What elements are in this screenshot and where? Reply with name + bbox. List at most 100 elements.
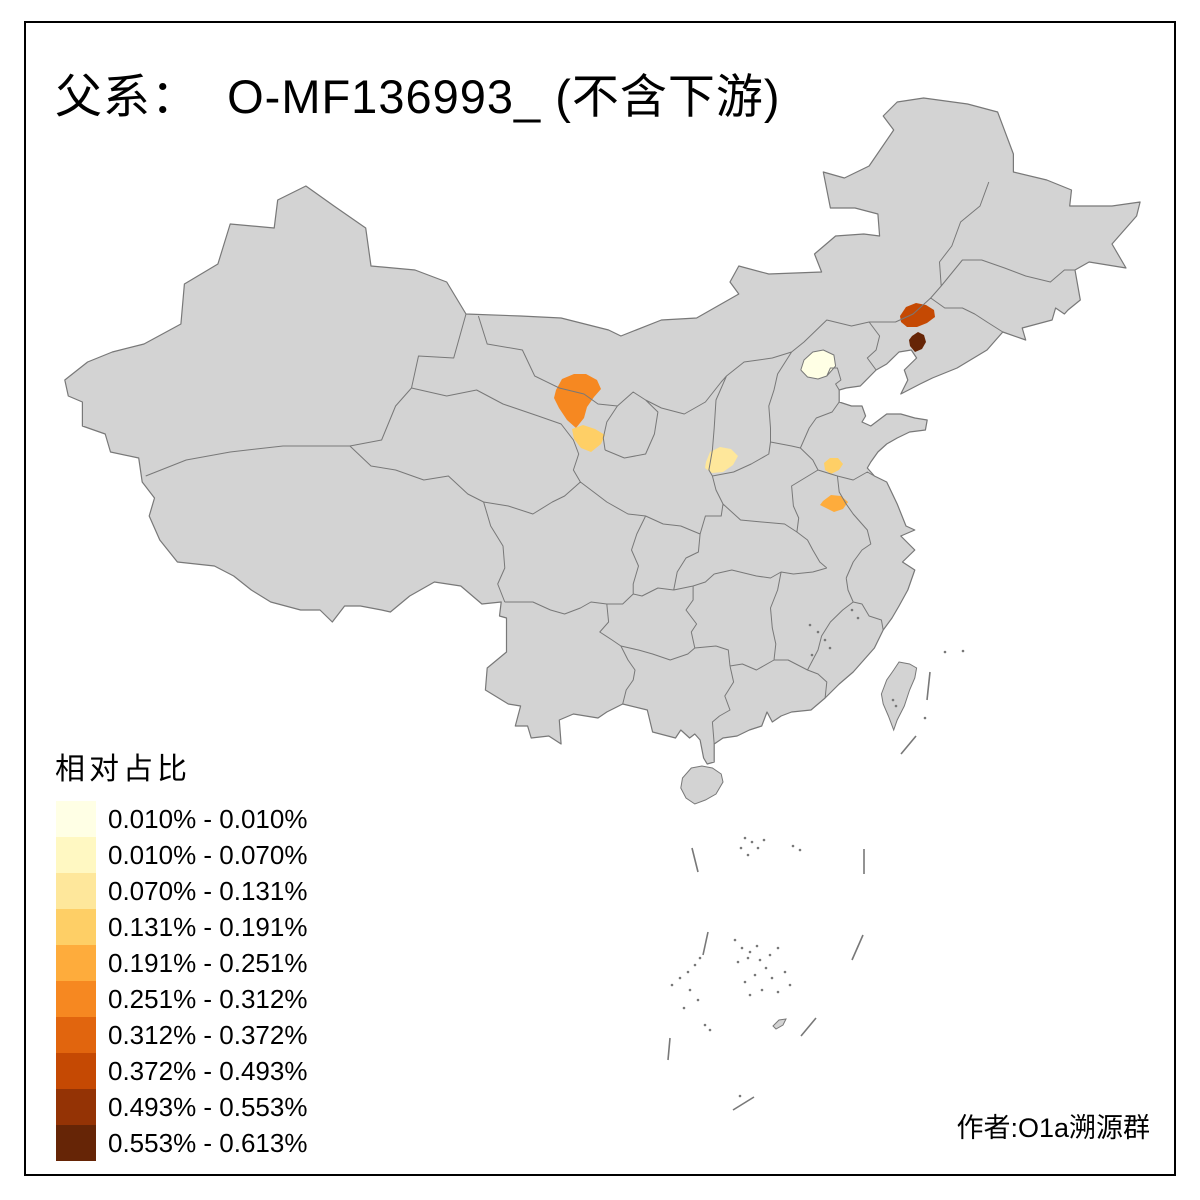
legend-swatch [56, 945, 96, 981]
sea-islet-dot [746, 853, 750, 857]
sea-islet-dot [816, 630, 820, 634]
sea-islet-dot [670, 983, 674, 987]
sea-islet-dot [733, 938, 737, 942]
island-hainan [680, 765, 724, 805]
sea-islet-dot [736, 960, 740, 964]
legend-row: 0.251% - 0.312% [56, 981, 307, 1017]
sea-islet-dot [738, 1094, 742, 1098]
province-borders [145, 181, 1075, 745]
island-spratly-islet [772, 1018, 787, 1030]
sea-islet-dot [776, 990, 780, 994]
legend-row: 0.191% - 0.251% [56, 945, 307, 981]
sea-islet-dot [828, 646, 832, 650]
sea-islet-dot [739, 846, 743, 850]
sea-boundary-dash [851, 934, 864, 961]
sea-islet-dot [783, 970, 787, 974]
sea-islet-dot [923, 716, 927, 720]
legend-label: 0.010% - 0.070% [108, 840, 308, 870]
island-taiwan [880, 661, 918, 732]
sea-islet-dot [823, 638, 827, 642]
legend-label: 0.131% - 0.191% [108, 912, 308, 942]
sea-islet-dot [748, 993, 752, 997]
legend-rows: 0.010% - 0.010% 0.010% - 0.070% 0.070% - 0… [56, 801, 307, 1161]
sea-islet-dot [755, 944, 759, 948]
sea-islet-dot [776, 946, 780, 950]
figure-frame-border [24, 21, 1176, 1176]
legend-row: 0.010% - 0.010% [56, 801, 307, 837]
sea-boundary-dash [800, 1017, 817, 1037]
sea-islet-dot [743, 836, 747, 840]
legend-swatch [56, 837, 96, 873]
sea-islet-dot [798, 848, 802, 852]
legend-swatch [56, 801, 96, 837]
legend-label: 0.553% - 0.613% [108, 1128, 308, 1158]
sea-islet-dot [693, 963, 697, 967]
legend-swatch [56, 981, 96, 1017]
region-gansu-north [554, 374, 601, 428]
legend-label: 0.372% - 0.493% [108, 1056, 308, 1086]
legend-label: 0.070% - 0.131% [108, 876, 308, 906]
sea-islet-dot [688, 988, 692, 992]
sea-islet-dot [682, 1006, 686, 1010]
legend-label: 0.312% - 0.372% [108, 1020, 308, 1050]
region-jiangsu-north [820, 495, 848, 512]
legend-swatch [56, 1017, 96, 1053]
sea-islet-dot [756, 846, 760, 850]
attribution-text: 作者:O1a溯源群 [956, 1113, 1150, 1143]
legend-swatch [56, 1053, 96, 1089]
legend-label: 0.251% - 0.312% [108, 984, 308, 1014]
legend-swatch [56, 909, 96, 945]
sea-islet-dot [758, 958, 762, 962]
region-beijing [800, 350, 836, 379]
sea-boundary-dash [926, 671, 931, 701]
region-shanxi-southwest [705, 447, 738, 473]
sea-islet-dot [686, 970, 690, 974]
legend-row: 0.312% - 0.372% [56, 1017, 307, 1053]
sea-islet-dot [748, 950, 752, 954]
sea-islet-dot [891, 698, 895, 702]
sea-boundary-dash [732, 1096, 755, 1111]
sea-islet-dot [698, 956, 702, 960]
sea-islet-dot [753, 973, 757, 977]
legend-row: 0.070% - 0.131% [56, 873, 307, 909]
legend: 相对占比 0.010% - 0.010% 0.010% - 0.070% 0.070… [55, 755, 307, 1161]
sea-islet-dot [696, 998, 700, 1002]
legend-label: 0.493% - 0.553% [108, 1092, 308, 1122]
sea-islet-dot [788, 983, 792, 987]
sea-islet-dot [743, 980, 747, 984]
sea-islet-dot [808, 623, 812, 627]
legend-label: 0.010% - 0.010% [108, 804, 308, 834]
sea-islet-dot [750, 840, 754, 844]
region-liaoning-north [900, 303, 935, 327]
sea-boundary-dash [667, 1037, 671, 1061]
page-title: 父系： O-MF136993_ (不含下游) [55, 70, 781, 123]
sea-islet-dot [770, 976, 774, 980]
sea-islet-dot [768, 953, 772, 957]
china-mainland-outline [64, 97, 1141, 765]
legend-row: 0.372% - 0.493% [56, 1053, 307, 1089]
legend-row: 0.131% - 0.191% [56, 909, 307, 945]
legend-row: 0.553% - 0.613% [56, 1125, 307, 1161]
sea-islet-dot [856, 616, 860, 620]
sea-islet-dot [703, 1023, 707, 1027]
legend-row: 0.010% - 0.070% [56, 837, 307, 873]
region-shandong-west [824, 458, 843, 474]
legend-swatch [56, 1089, 96, 1125]
sea-islet-dot [961, 649, 965, 653]
region-gansu-south [572, 425, 605, 452]
sea-islet-dot [740, 946, 744, 950]
sea-islet-dot [678, 976, 682, 980]
sea-islet-dot [762, 838, 766, 842]
sea-islet-dot [760, 988, 764, 992]
sea-boundary-dash [691, 847, 699, 873]
legend-label: 0.191% - 0.251% [108, 948, 308, 978]
sea-islet-dot [894, 704, 898, 708]
sea-boundary-dash [900, 735, 917, 755]
sea-islet-dot [746, 956, 750, 960]
legend-swatch [56, 1125, 96, 1161]
sea-islet-dot [791, 844, 795, 848]
legend-swatch [56, 873, 96, 909]
sea-islet-dot [850, 608, 854, 612]
